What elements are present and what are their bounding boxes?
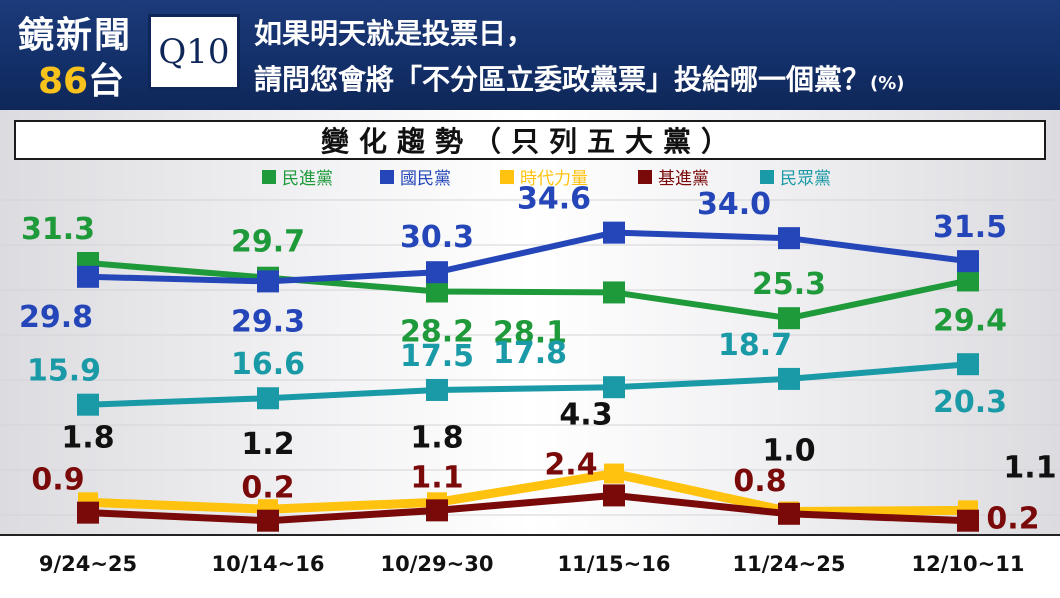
series-line-dpp (87, 260, 969, 322)
logo-channel-number: 86 (38, 61, 89, 102)
data-label-tsp: 0.8 (733, 464, 786, 499)
data-label-kmt: 34.6 (517, 182, 591, 217)
data-label-dpp: 29.7 (231, 225, 305, 260)
question-unit: (%) (870, 73, 905, 94)
data-label-kmt: 29.3 (231, 304, 305, 339)
data-label-kmt: 30.3 (400, 220, 474, 255)
data-point (603, 484, 625, 507)
legend-label: 國民黨 (400, 169, 451, 189)
data-label-npp: 4.3 (559, 398, 612, 433)
legend-item-tpp: 民眾黨 (760, 164, 831, 189)
legend-swatch (380, 169, 394, 184)
data-point (77, 265, 99, 288)
data-label-kmt: 29.8 (19, 300, 93, 335)
chart-title: 變化趨勢（只列五大黨） (14, 120, 1046, 160)
data-label-tpp: 15.9 (27, 354, 101, 389)
data-point (604, 463, 624, 484)
header-banner: 鏡新聞 86台 Q10 如果明天就是投票日， 請問您會將「不分區立委政黨票」投給… (0, 0, 1060, 110)
data-point (426, 378, 448, 401)
legend-item-tsp: 基進黨 (638, 164, 709, 189)
logo-text: 鏡新聞 (18, 15, 133, 56)
data-point (778, 502, 800, 525)
legend: 民進黨 國民黨 時代力量 基進黨 民眾黨 (0, 164, 1060, 189)
data-label-tpp: 20.3 (933, 385, 1007, 420)
data-label-tpp: 17.5 (400, 339, 474, 374)
data-point (957, 353, 979, 376)
question-line-1: 如果明天就是投票日， (254, 17, 535, 50)
x-tick-label: 11/15~16 (557, 552, 671, 576)
series-line-tsp (87, 491, 969, 525)
data-point (957, 269, 979, 292)
series-line-tpp (87, 361, 969, 408)
legend-swatch (262, 169, 276, 184)
data-label-npp: 1.1 (1003, 450, 1056, 485)
plot-area (0, 110, 1060, 534)
data-label-npp: 1.8 (410, 420, 463, 455)
series-line-npp (87, 469, 969, 516)
x-tick-label: 12/10~11 (911, 552, 1025, 576)
data-point (426, 499, 448, 522)
data-label-tpp: 17.8 (493, 336, 567, 371)
data-label-tpp: 16.6 (231, 347, 305, 382)
legend-label: 基進黨 (658, 169, 709, 189)
data-label-npp: 1.8 (61, 420, 114, 455)
data-label-tsp: 2.4 (544, 447, 597, 482)
question-line-2-text: 請問您會將「不分區立委政黨票」投給哪一個黨？ (254, 63, 871, 96)
data-point (778, 367, 800, 390)
data-label-npp: 1.2 (241, 427, 294, 462)
data-point (257, 509, 279, 532)
legend-swatch (500, 169, 514, 184)
data-point (603, 281, 625, 304)
legend-label: 民進黨 (282, 169, 333, 189)
data-point (957, 509, 979, 532)
data-point (257, 270, 279, 293)
data-point (603, 221, 625, 244)
x-axis: 9/24~25 10/14~16 10/29~30 11/15~16 11/24~25 1… (0, 534, 1060, 598)
data-label-tsp: 0.9 (31, 463, 84, 498)
data-label-kmt: 31.5 (933, 210, 1007, 245)
data-point (957, 250, 979, 273)
data-label-dpp: 29.4 (933, 303, 1007, 338)
x-tick-label: 9/24~25 (38, 552, 138, 576)
data-point (603, 376, 625, 399)
logo-channel: 86台 (38, 52, 124, 104)
data-label-dpp: 25.3 (752, 267, 826, 302)
data-point (426, 280, 448, 303)
data-point (778, 307, 800, 330)
data-point (778, 227, 800, 250)
question-number-box: Q10 (148, 14, 240, 90)
data-label-npp: 1.0 (762, 434, 815, 469)
legend-item-kmt: 國民黨 (380, 164, 451, 189)
data-point (257, 387, 279, 410)
x-tick-label: 10/14~16 (211, 552, 325, 576)
data-point (77, 393, 99, 416)
data-label-kmt: 34.0 (697, 187, 771, 222)
data-label-tpp: 18.7 (718, 328, 792, 363)
series-line-kmt (87, 229, 969, 285)
data-label-tsp: 1.1 (410, 460, 463, 495)
data-point (77, 501, 99, 524)
x-tick-label: 11/24~25 (732, 552, 846, 576)
data-label-tsp: 0.2 (986, 502, 1039, 537)
data-label-dpp: 28.1 (493, 315, 567, 350)
legend-label: 時代力量 (520, 169, 588, 189)
data-label-tsp: 0.2 (241, 471, 294, 506)
question-line-2: 請問您會將「不分區立委政黨票」投給哪一個黨？(%) (254, 58, 905, 98)
legend-item-npp: 時代力量 (500, 164, 588, 189)
data-label-dpp: 31.3 (21, 212, 95, 247)
legend-item-dpp: 民進黨 (262, 164, 333, 189)
legend-swatch (638, 169, 652, 184)
x-tick-label: 10/29~30 (380, 552, 494, 576)
data-label-dpp: 28.2 (400, 315, 474, 350)
legend-label: 民眾黨 (780, 169, 831, 189)
data-point (426, 261, 448, 284)
logo-channel-suffix: 台 (88, 61, 125, 102)
legend-swatch (760, 169, 774, 184)
